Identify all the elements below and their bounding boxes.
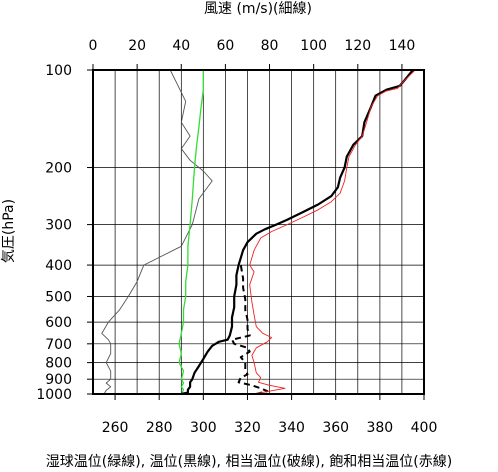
y-tick-label: 200 [45, 161, 72, 177]
bottom-axis-title: 湿球温位(緑線), 温位(黒線), 相当温位(破線), 飽和相当温位(赤線) [46, 453, 452, 470]
bottom-tick-label: 300 [190, 420, 217, 436]
y-tick-label: 400 [45, 258, 72, 274]
plot-frame [92, 69, 425, 395]
y-axis-title: 気圧(hPa) [1, 199, 17, 263]
y-tick-label: 700 [45, 337, 72, 353]
y-tick-label: 500 [45, 289, 72, 305]
y-tick-label: 1000 [36, 387, 72, 403]
y-tick-label: 300 [45, 218, 72, 234]
top-tick-label: 40 [172, 38, 190, 54]
bottom-tick-label: 400 [411, 420, 438, 436]
bottom-tick-label: 320 [234, 420, 261, 436]
y-tick-label: 100 [45, 63, 72, 79]
bottom-tick-label: 340 [278, 420, 305, 436]
top-tick-label: 20 [128, 38, 146, 54]
top-tick-label: 140 [389, 38, 416, 54]
series-line-wind [101, 69, 213, 395]
bottom-tick-label: 260 [102, 420, 129, 436]
grid [92, 69, 425, 395]
top-axis-title: 風速 (m/s)(細線) [204, 1, 312, 17]
bottom-tick-label: 280 [146, 420, 173, 436]
bottom-tick-label: 380 [366, 420, 393, 436]
y-tick-label: 800 [45, 356, 72, 372]
data-lines [101, 69, 416, 396]
bottom-tick-label: 360 [322, 420, 349, 436]
series-line-potential [181, 69, 414, 396]
series-line-equivalent [231, 264, 269, 395]
series-line-saturated [249, 69, 416, 395]
top-tick-label: 120 [344, 38, 371, 54]
top-tick-label: 80 [261, 38, 279, 54]
top-tick-label: 0 [89, 38, 98, 54]
y-tick-label: 600 [45, 315, 72, 331]
series-line-wet_bulb [178, 70, 204, 395]
tick-labels: 260 280 300 320 340 360 380 400 0 20 40 60 80 100 120 1… [36, 38, 437, 436]
top-tick-label: 60 [216, 38, 234, 54]
y-tick-label: 900 [45, 372, 72, 388]
top-tick-label: 100 [300, 38, 327, 54]
